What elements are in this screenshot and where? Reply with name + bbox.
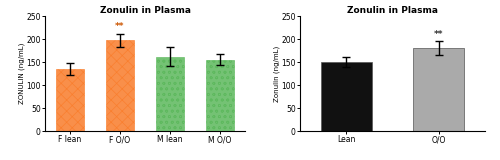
Bar <box>106 40 134 131</box>
Text: **: ** <box>434 30 444 39</box>
Bar <box>56 69 84 131</box>
Bar <box>206 60 234 131</box>
Bar <box>321 62 372 131</box>
Y-axis label: Zonulin (ng/mL): Zonulin (ng/mL) <box>274 45 280 102</box>
Bar <box>156 56 184 131</box>
Text: **: ** <box>115 22 125 31</box>
Title: Zonulin in Plasma: Zonulin in Plasma <box>100 6 190 15</box>
Title: Zonulin in Plasma: Zonulin in Plasma <box>347 6 438 15</box>
Bar <box>414 48 464 131</box>
Y-axis label: ZONULIN (ng/mL): ZONULIN (ng/mL) <box>18 43 25 104</box>
